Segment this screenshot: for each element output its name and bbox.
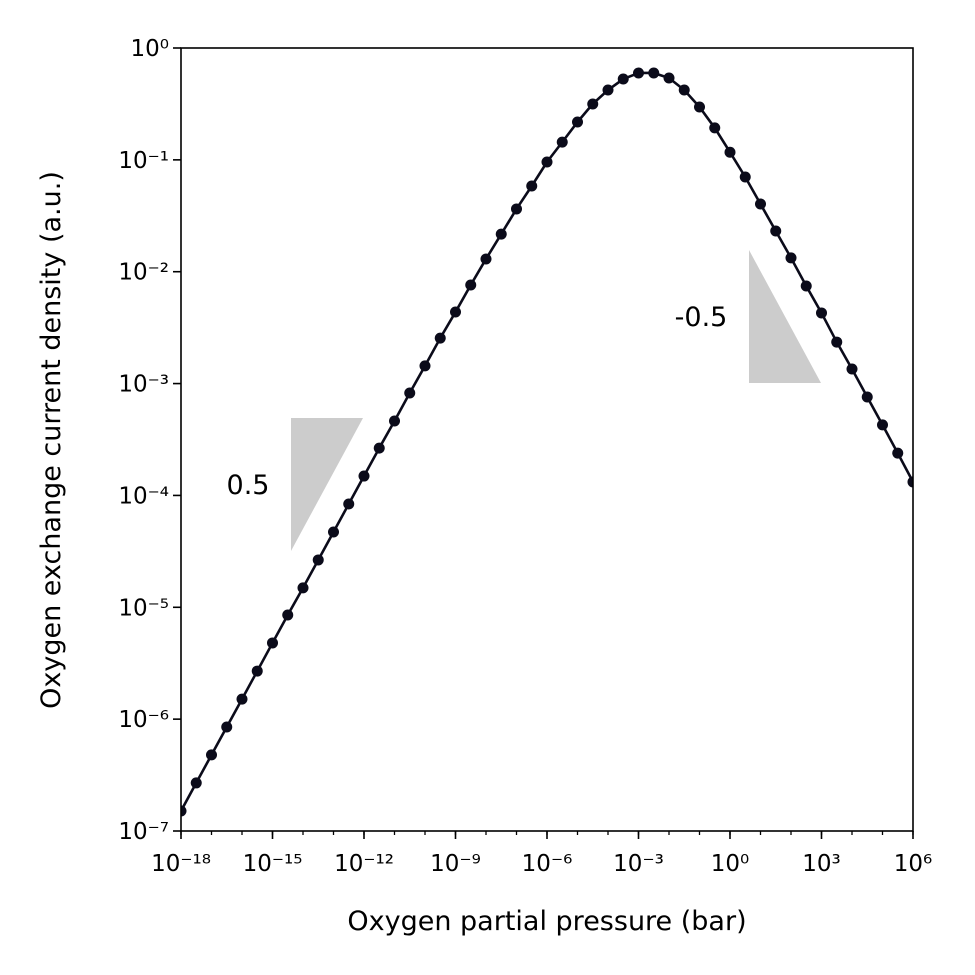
- data-line: [181, 71, 913, 812]
- data-point: [678, 84, 690, 96]
- data-point: [724, 146, 736, 158]
- y-tick-label: 10⁰: [131, 36, 170, 62]
- y-tick-label: 10⁻²: [118, 260, 169, 286]
- x-tick-label: 10⁻⁹: [430, 851, 481, 877]
- y-tick-label: 10⁻⁷: [118, 819, 169, 845]
- data-point: [526, 180, 538, 192]
- data-point: [389, 415, 400, 427]
- data-point: [785, 252, 797, 264]
- plot-area: [181, 67, 913, 817]
- data-point: [358, 470, 370, 482]
- data-point: [846, 363, 858, 375]
- data-point: [755, 198, 766, 210]
- slope-triangle: [291, 418, 363, 551]
- data-point: [312, 554, 324, 566]
- data-point: [404, 387, 416, 399]
- data-point: [297, 582, 309, 594]
- data-point: [663, 72, 675, 84]
- data-point: [282, 609, 294, 621]
- data-point: [236, 693, 248, 705]
- data-point: [465, 279, 477, 291]
- data-point: [694, 101, 705, 113]
- data-point: [495, 228, 507, 240]
- x-tick-label: 10⁻¹⁵: [243, 851, 303, 877]
- annotation: -0.5: [675, 302, 728, 333]
- y-tick-label: 10⁻⁴: [118, 483, 169, 509]
- data-point: [861, 391, 873, 403]
- x-axis-label: Oxygen partial pressure (bar): [347, 906, 746, 937]
- data-point: [190, 777, 202, 789]
- plot-frame: [180, 47, 914, 832]
- x-tick-label: 10⁻¹²: [334, 851, 394, 877]
- data-point: [572, 116, 583, 128]
- data-point: [770, 225, 782, 237]
- data-point: [373, 442, 385, 454]
- data-point: [206, 749, 217, 761]
- data-point: [511, 203, 522, 215]
- data-point: [343, 498, 355, 510]
- slope-triangle: [749, 250, 821, 383]
- data-point: [816, 307, 827, 319]
- data-point: [709, 122, 721, 134]
- x-tick-label: 10⁻³: [613, 851, 664, 877]
- x-tick-label: 10³: [802, 851, 841, 877]
- y-tick-label: 10⁻⁵: [118, 595, 169, 621]
- y-axis-label: Oxygen exchange current density (a.u.): [36, 171, 67, 709]
- data-point: [877, 419, 888, 431]
- data-point: [831, 336, 843, 348]
- data-point: [739, 171, 751, 183]
- data-point: [587, 98, 599, 110]
- data-point: [450, 306, 461, 318]
- data-point: [267, 637, 278, 649]
- data-point: [892, 447, 904, 459]
- x-tick-label: 10⁰: [711, 851, 750, 877]
- annotation: 0.5: [227, 470, 270, 501]
- data-point: [648, 67, 660, 79]
- data-point: [480, 253, 492, 265]
- data-point: [800, 280, 812, 292]
- data-point: [602, 84, 614, 96]
- data-point: [556, 136, 568, 148]
- data-point: [251, 665, 263, 677]
- x-tick-label: 10⁻⁶: [522, 851, 573, 877]
- data-point: [221, 721, 233, 733]
- data-point: [434, 332, 446, 344]
- data-point: [328, 526, 339, 538]
- data-point: [181, 805, 187, 817]
- data-point: [419, 360, 431, 372]
- data-point: [907, 476, 913, 488]
- x-tick-label: 10⁻¹⁸: [151, 851, 211, 877]
- data-point: [617, 73, 629, 85]
- y-tick-label: 10⁻⁶: [118, 707, 169, 733]
- data-point: [541, 156, 553, 168]
- y-tick-label: 10⁻³: [118, 372, 169, 398]
- x-tick-label: 10⁶: [894, 851, 933, 877]
- data-point: [633, 67, 644, 79]
- y-tick-label: 10⁻¹: [118, 148, 169, 174]
